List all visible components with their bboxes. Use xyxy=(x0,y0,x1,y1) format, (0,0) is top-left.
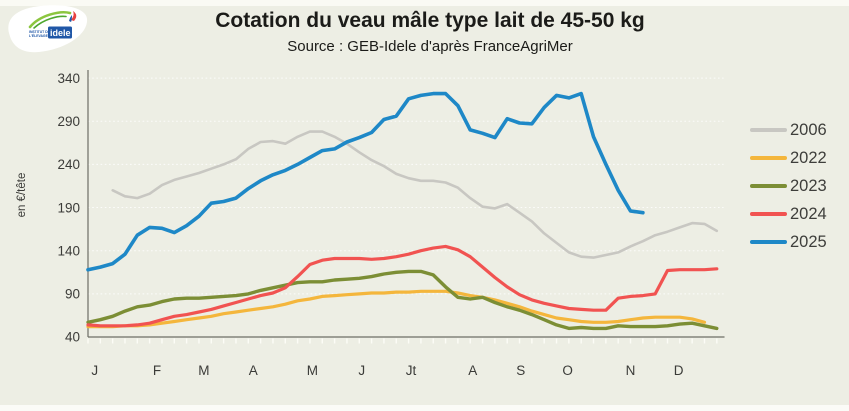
bottom-margin-strip xyxy=(0,405,849,411)
x-month-label-8: S xyxy=(516,363,525,378)
y-tick-label-140: 140 xyxy=(57,243,80,258)
x-month-label-0: J xyxy=(91,363,98,378)
legend-label-2006: 2006 xyxy=(790,120,827,139)
legend-label-2025: 2025 xyxy=(790,232,827,251)
x-month-label-1: F xyxy=(153,363,161,378)
legend-swatch-2022 xyxy=(750,156,787,160)
logo-pebble xyxy=(8,5,88,53)
x-month-label-5: J xyxy=(358,363,365,378)
series-line-2006 xyxy=(111,130,719,259)
legend-swatch-2006 xyxy=(750,128,787,132)
logo-accent-red xyxy=(71,11,77,21)
legend-item-2006: 2006 xyxy=(750,116,827,144)
legend-label-2024: 2024 xyxy=(790,204,827,223)
x-month-label-6: Jt xyxy=(406,363,417,378)
x-month-label-3: A xyxy=(249,363,258,378)
y-tick-label-340: 340 xyxy=(57,71,80,86)
legend-item-2025: 2025 xyxy=(750,228,827,256)
y-tick-label-290: 290 xyxy=(57,114,80,129)
legend-swatch-2024 xyxy=(750,212,787,216)
chart-legend: 2006 2022 2023 2024 2025 xyxy=(750,116,827,256)
legend-item-2023: 2023 xyxy=(750,172,827,200)
logo-org-line1: INSTITUT DE xyxy=(29,30,51,34)
x-month-label-9: O xyxy=(562,363,573,378)
y-tick-label-190: 190 xyxy=(57,200,80,215)
legend-swatch-2025 xyxy=(750,240,787,244)
logo-swoosh-dark xyxy=(33,15,67,29)
logo-accent-blue xyxy=(69,15,72,22)
series-line-2022 xyxy=(86,289,707,329)
chart-subtitle: Source : GEB-Idele d'après FranceAgriMer xyxy=(287,38,573,55)
y-tick-label-240: 240 xyxy=(57,157,80,172)
logo-org-line2: L'ÉLEVAGE xyxy=(29,33,49,38)
legend-label-2023: 2023 xyxy=(790,176,827,195)
top-margin-strip xyxy=(0,0,849,6)
y-tick-label-40: 40 xyxy=(65,330,80,345)
idele-logo: INSTITUT DE L'ÉLEVAGE idele xyxy=(8,5,88,53)
series-line-2024 xyxy=(86,244,719,328)
x-month-label-11: D xyxy=(674,363,684,378)
legend-label-2022: 2022 xyxy=(790,148,827,167)
legend-item-2022: 2022 xyxy=(750,144,827,172)
x-month-label-4: M xyxy=(307,363,318,378)
x-month-label-2: M xyxy=(198,363,209,378)
y-tick-label-90: 90 xyxy=(65,287,80,302)
logo-wordmark-block xyxy=(48,26,72,39)
logo-wordmark: idele xyxy=(50,28,71,38)
x-month-label-7: A xyxy=(468,363,477,378)
logo-swoosh-light xyxy=(28,11,72,29)
legend-swatch-2023 xyxy=(750,184,787,188)
series-line-2023 xyxy=(86,269,719,331)
series-line-2025 xyxy=(86,91,645,272)
chart-title: Cotation du veau mâle type lait de 45-50… xyxy=(215,9,645,32)
x-month-label-10: N xyxy=(626,363,636,378)
legend-item-2024: 2024 xyxy=(750,200,827,228)
